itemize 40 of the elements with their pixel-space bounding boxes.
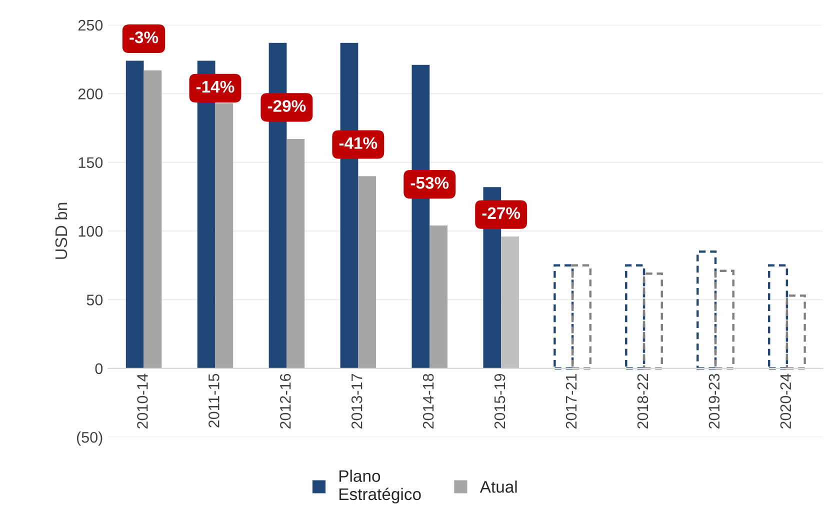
x-tick-label: 2010-14	[137, 374, 148, 429]
bar	[714, 270, 734, 370]
bar	[358, 176, 376, 368]
x-tick-label: 2012-16	[280, 374, 291, 429]
x-tick-label: 2014-18	[422, 374, 434, 429]
annotation: -41%	[339, 137, 378, 149]
annotation: -29%	[268, 100, 306, 112]
bar	[696, 250, 717, 370]
y-tick-label: 50	[86, 294, 103, 306]
y-tick-label: 250	[78, 20, 103, 31]
x-tick-label: 2017-21	[566, 374, 577, 429]
y-axis-title: USD bn	[54, 202, 68, 259]
legend-label: Plano Estratégico	[340, 470, 421, 504]
x-tick-label: 2018-22	[637, 374, 648, 429]
bar	[501, 236, 519, 368]
x-tick-label: 2019-23	[708, 374, 720, 429]
x-tick-label: 2020-24	[780, 374, 792, 429]
x-tick-label: 2013-17	[351, 374, 362, 429]
annotation: -27%	[482, 207, 520, 219]
bar	[786, 294, 806, 370]
annotation: -14%	[196, 80, 234, 93]
x-tick-label: 2011-15	[208, 374, 220, 428]
bar	[571, 264, 592, 370]
y-tick-label: 150	[78, 157, 103, 168]
y-tick-label: 0	[95, 363, 103, 374]
bar	[126, 60, 144, 368]
y-tick-label: (50)	[76, 432, 102, 446]
x-tick-label: 2015-19	[494, 374, 506, 429]
annotation: -53%	[410, 177, 449, 189]
bar	[144, 70, 162, 368]
bar	[642, 272, 663, 370]
bar	[768, 264, 788, 370]
bar	[554, 264, 574, 370]
y-tick-label: 100	[78, 226, 103, 237]
legend-label: Atual	[480, 480, 517, 493]
annotation: -3%	[130, 31, 158, 44]
y-tick-label: 200	[78, 88, 103, 100]
bar	[286, 139, 305, 368]
bar	[430, 226, 448, 368]
bar	[625, 264, 646, 370]
